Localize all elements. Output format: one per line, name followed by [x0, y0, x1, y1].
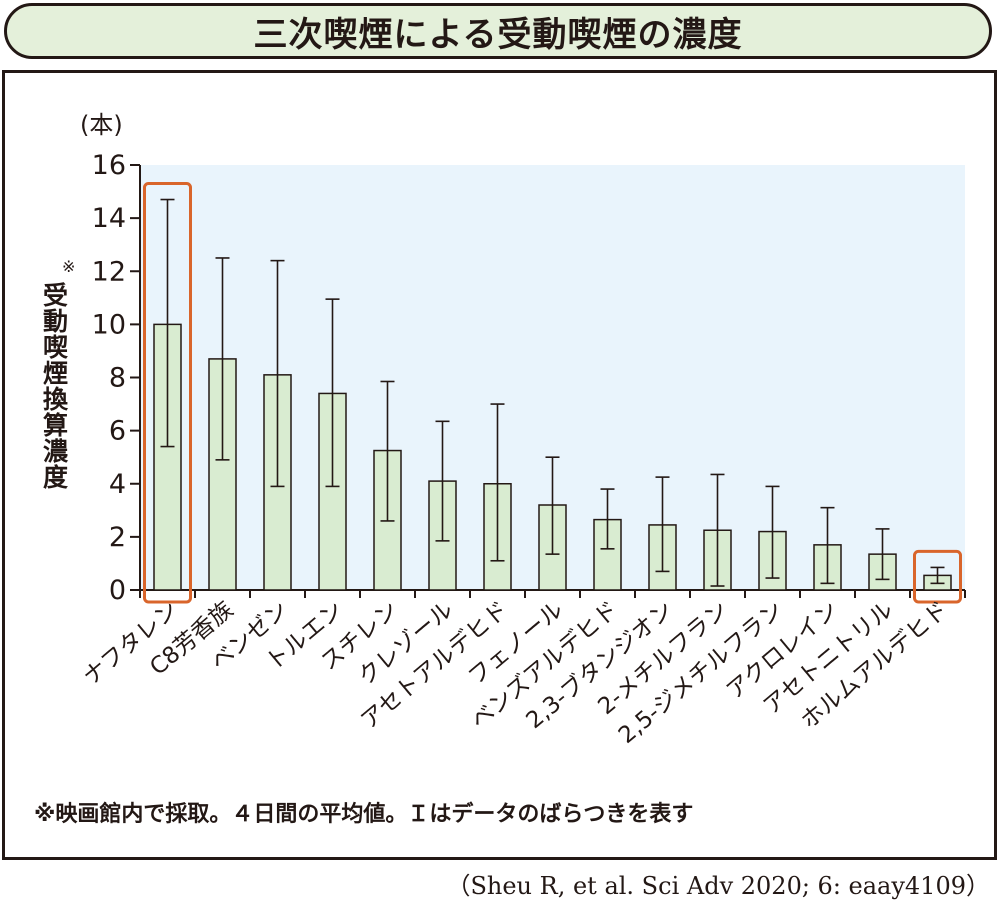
y-tick-label: 16 [92, 150, 126, 181]
y-axis-label: 受動喫煙換算濃度 [40, 281, 69, 490]
chart-title: 三次喫煙による受動喫煙の濃度 [253, 14, 743, 55]
y-unit-label: (本) [80, 111, 123, 139]
citation: （Sheu R, et al. Sci Adv 2020; 6: eaay410… [446, 872, 990, 900]
y-tick-label: 10 [92, 309, 126, 340]
y-tick-label: 6 [109, 416, 126, 447]
y-tick-label: 14 [92, 203, 126, 234]
y-tick-label: 8 [109, 363, 126, 394]
y-tick-label: 2 [109, 522, 126, 553]
footnote: ※映画館内で採取。４日間の平均値。Ｉはデータのばらつきを表す [34, 802, 694, 827]
highlight-box [913, 549, 962, 604]
y-tick-label: 4 [109, 469, 126, 500]
highlight-box [143, 182, 192, 604]
y-tick-label: 0 [109, 575, 126, 606]
y-tick-label: 12 [92, 256, 126, 287]
title-banner: 三次喫煙による受動喫煙の濃度 [4, 3, 992, 59]
y-axis-mark: ※ [62, 257, 75, 276]
